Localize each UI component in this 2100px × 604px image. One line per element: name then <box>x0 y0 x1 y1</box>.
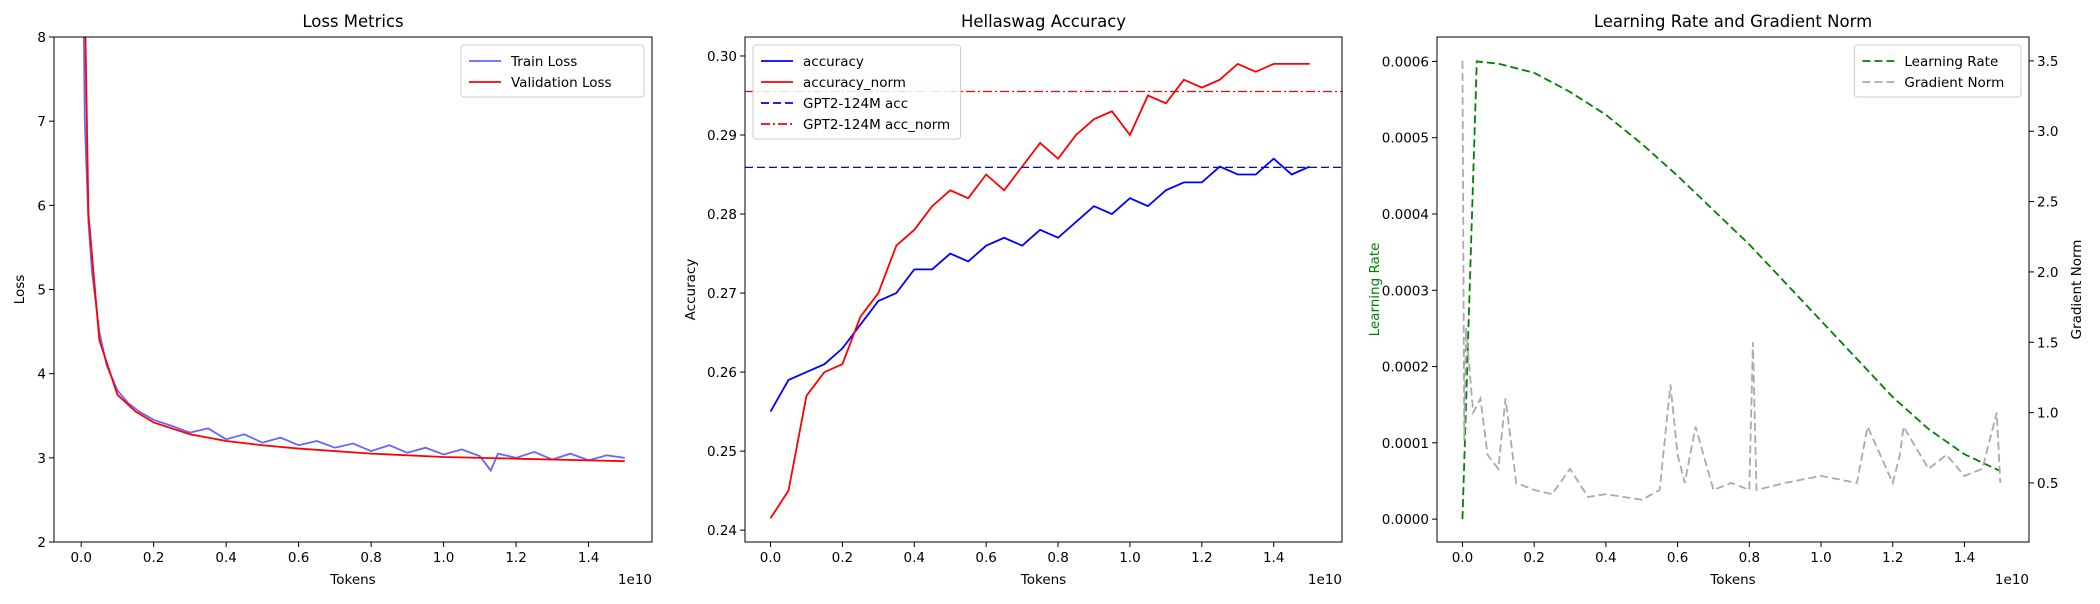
x-axis-label: Tokens <box>1020 572 1066 588</box>
plot-area <box>82 37 625 473</box>
y2-tick-label: 2.5 <box>2037 195 2058 211</box>
x-tick-label: 0.4 <box>904 550 925 566</box>
plot-area <box>1461 60 2002 520</box>
x-tick-label: 1.2 <box>1191 550 1212 566</box>
x-tick-label: 0.0 <box>1452 550 1473 566</box>
y-tick-label: 0.0001 <box>1382 436 1429 452</box>
legend-label: Gradient Norm <box>1904 75 2004 91</box>
x-tick-label: 1.0 <box>1810 550 1831 566</box>
series-line <box>769 157 1311 413</box>
x-tick-label: 0.6 <box>1667 550 1688 566</box>
x-tick-label: 0.2 <box>143 550 164 566</box>
y2-tick-label: 2.0 <box>2037 265 2058 281</box>
y2-tick-label: 0.5 <box>2037 476 2058 492</box>
x-offset-label: 1e10 <box>618 572 652 588</box>
y2-tick-label: 3.5 <box>2037 54 2058 70</box>
x-tick-label: 1.4 <box>1263 550 1284 566</box>
x-tick-label: 0.8 <box>1739 550 1760 566</box>
y-tick-label: 0.0006 <box>1382 54 1429 70</box>
y-tick-label: 4 <box>37 367 46 383</box>
y-tick-label: 0.24 <box>707 523 737 539</box>
y-axis-label: Learning Rate <box>1367 243 1383 337</box>
y2-tick-label: 3.0 <box>2037 124 2058 140</box>
y-tick-label: 0.25 <box>707 444 737 460</box>
y-tick-label: 0.0003 <box>1382 283 1429 299</box>
y-tick-label: 0.28 <box>707 207 737 223</box>
y2-tick-label: 1.0 <box>2037 406 2058 422</box>
legend-box <box>460 44 645 98</box>
y2-axis-label: Gradient Norm <box>2069 240 2085 340</box>
y2-tick-label: 1.5 <box>2037 335 2058 351</box>
y-axis-label: Loss <box>12 275 28 305</box>
x-tick-label: 0.4 <box>215 550 236 566</box>
x-tick-label: 1.0 <box>1119 550 1140 566</box>
legend-label: GPT2-124M acc <box>803 96 908 112</box>
series-line <box>84 37 625 463</box>
x-tick-label: 1.4 <box>1954 550 1975 566</box>
axes-frame <box>53 36 653 543</box>
x-tick-label: 0.0 <box>70 550 91 566</box>
plot-area <box>745 62 1342 519</box>
x-offset-label: 1e10 <box>1995 572 2029 588</box>
y-tick-label: 5 <box>37 283 46 299</box>
legend-label: Learning Rate <box>1904 54 1998 70</box>
y-tick-label: 0.29 <box>707 128 737 144</box>
x-tick-label: 0.2 <box>832 550 853 566</box>
x-axis-label: Tokens <box>1709 572 1755 588</box>
y-axis-label: Accuracy <box>683 259 699 321</box>
y-tick-label: 8 <box>37 30 46 46</box>
x-axis-label: Tokens <box>329 572 375 588</box>
y-tick-label: 0.26 <box>707 365 737 381</box>
x-tick-label: 0.8 <box>1047 550 1068 566</box>
x-tick-label: 0.6 <box>975 550 996 566</box>
y-tick-label: 0.0002 <box>1382 360 1429 376</box>
legend-label: accuracy_norm <box>803 75 906 91</box>
x-tick-label: 1.4 <box>578 550 599 566</box>
y-tick-label: 0.27 <box>707 286 737 302</box>
y-tick-label: 0.30 <box>707 49 737 65</box>
legend-label: accuracy <box>803 54 864 70</box>
series-line <box>1461 60 2001 520</box>
chart-title: Learning Rate and Gradient Norm <box>1594 12 1872 31</box>
x-tick-label: 0.0 <box>760 550 781 566</box>
axes-frame <box>744 36 1343 543</box>
y-tick-label: 3 <box>37 451 46 467</box>
y-tick-label: 0.0005 <box>1382 131 1429 147</box>
x-tick-label: 1.2 <box>505 550 526 566</box>
x-tick-label: 1.0 <box>433 550 454 566</box>
legend-label: GPT2-124M acc_norm <box>803 117 950 133</box>
x-tick-label: 0.4 <box>1595 550 1616 566</box>
x-offset-label: 1e10 <box>1308 572 1342 588</box>
axes-frame <box>1436 36 2030 543</box>
legend-box <box>1853 44 2022 98</box>
x-tick-label: 0.8 <box>360 550 381 566</box>
chart-title: Hellaswag Accuracy <box>961 12 1126 31</box>
y-tick-label: 7 <box>37 114 46 130</box>
x-tick-label: 0.2 <box>1523 550 1544 566</box>
series-line <box>769 62 1310 519</box>
x-tick-label: 1.2 <box>1882 550 1903 566</box>
legend-label: Train Loss <box>510 54 577 70</box>
y-tick-label: 0.0000 <box>1382 512 1429 528</box>
y-tick-label: 6 <box>37 198 46 214</box>
legend-label: Validation Loss <box>511 75 612 91</box>
legend-box <box>752 44 962 140</box>
y-tick-label: 2 <box>37 535 46 551</box>
y-tick-label: 0.0004 <box>1382 207 1429 223</box>
chart-title: Loss Metrics <box>302 12 403 31</box>
series-line <box>1461 60 2002 501</box>
x-tick-label: 0.6 <box>288 550 309 566</box>
